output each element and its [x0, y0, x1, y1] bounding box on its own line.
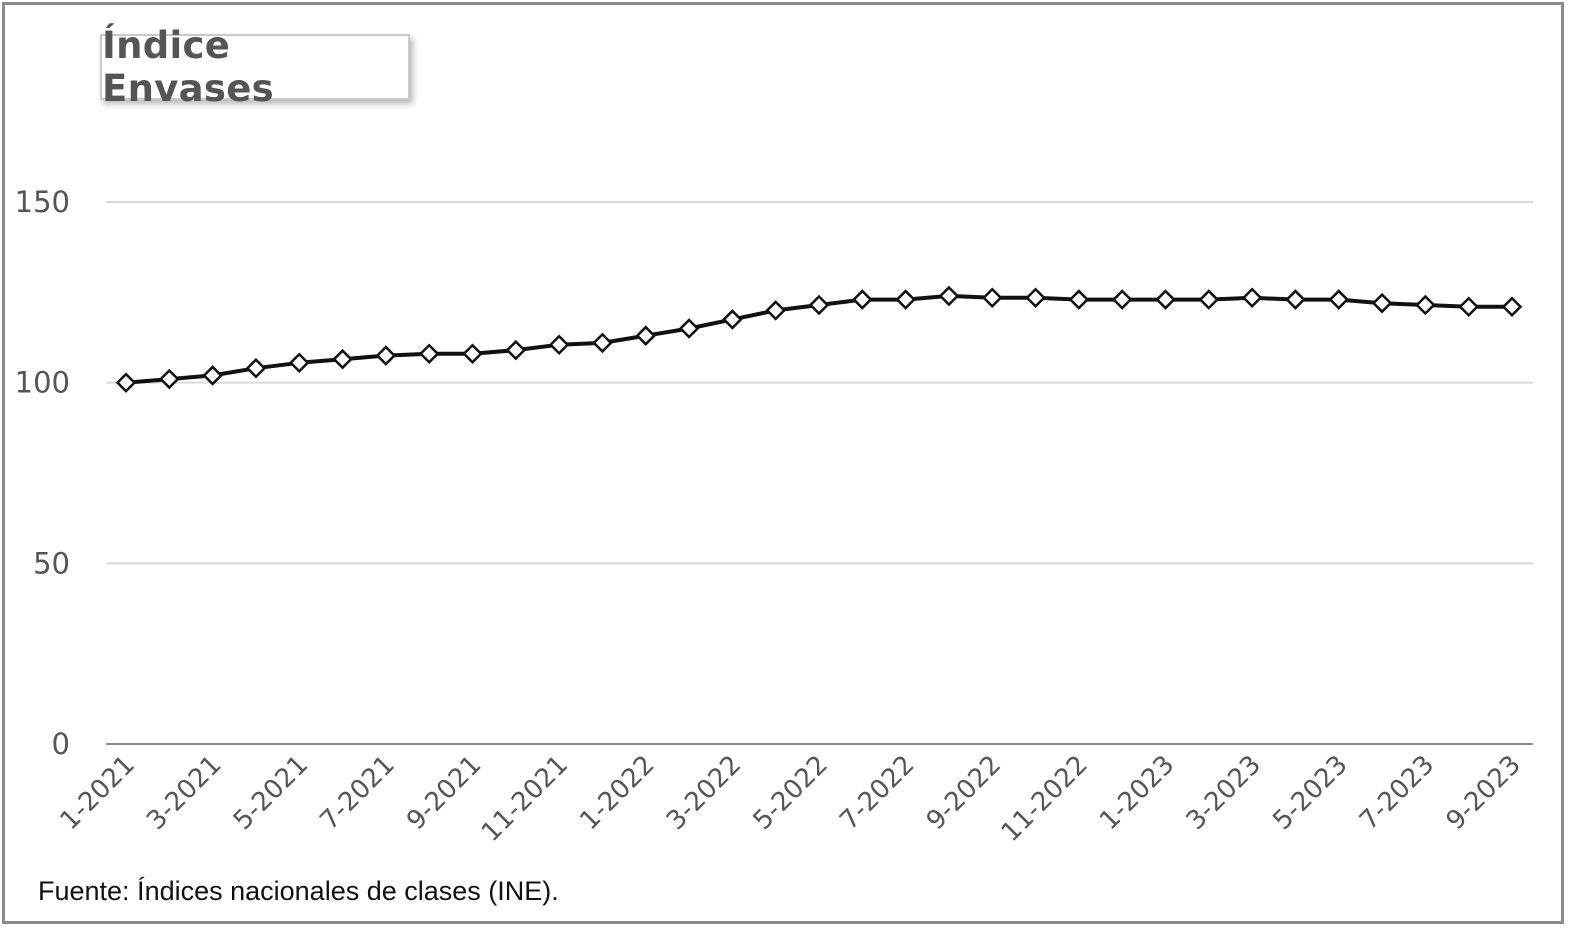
series-layer — [115, 285, 1523, 393]
x-tick-label-7-2021: 7-2021 — [314, 750, 400, 836]
data-point-5-2023 — [1328, 289, 1350, 310]
x-tick-label-1-2023: 1-2023 — [1094, 750, 1180, 836]
data-point-1-2022 — [635, 325, 657, 346]
data-point-4-2021 — [245, 357, 267, 379]
data-point-1-2023 — [1155, 289, 1176, 310]
x-tick-label-11-2021: 11-2021 — [476, 750, 574, 848]
gridlines — [106, 201, 1533, 565]
y-axis: 0 50 100 150 — [15, 185, 70, 761]
data-point-9-2023 — [1501, 296, 1523, 318]
data-point-7-2023 — [1415, 294, 1436, 316]
data-point-8-2023 — [1458, 296, 1479, 318]
x-tick-label-9-2022: 9-2022 — [921, 750, 1007, 836]
data-point-12-2022 — [1111, 289, 1133, 310]
data-point-6-2021 — [332, 348, 353, 370]
x-tick-label-5-2022: 5-2022 — [748, 750, 834, 836]
x-tick-label-7-2023: 7-2023 — [1354, 750, 1440, 836]
y-tick-label-100: 100 — [15, 366, 70, 400]
x-tick-label-11-2022: 11-2022 — [996, 750, 1094, 848]
data-point-3-2022 — [722, 309, 743, 330]
chart-title: Índice Envases — [102, 24, 274, 110]
x-tick-label-3-2021: 3-2021 — [141, 750, 227, 836]
data-point-11-2021 — [548, 334, 570, 355]
data-point-4-2023 — [1285, 289, 1306, 310]
data-point-7-2022 — [895, 289, 916, 310]
data-point-5-2021 — [288, 352, 310, 374]
x-tick-label-3-2023: 3-2023 — [1181, 750, 1267, 836]
x-tick-label-5-2021: 5-2021 — [228, 750, 314, 836]
data-point-10-2021 — [505, 339, 527, 361]
data-point-2-2021 — [159, 368, 180, 390]
data-point-11-2022 — [1068, 289, 1090, 310]
data-point-12-2021 — [592, 332, 613, 354]
data-point-3-2023 — [1241, 287, 1263, 309]
data-point-10-2022 — [1025, 287, 1046, 309]
x-tick-label-3-2022: 3-2022 — [661, 750, 747, 836]
data-point-3-2021 — [202, 365, 223, 386]
data-point-2-2023 — [1198, 289, 1220, 310]
data-point-2-2022 — [678, 318, 700, 339]
x-tick-label-9-2021: 9-2021 — [401, 750, 487, 836]
x-tick-label-5-2023: 5-2023 — [1267, 750, 1353, 836]
x-tick-label-7-2022: 7-2022 — [834, 750, 920, 836]
x-tick-label-1-2022: 1-2022 — [574, 750, 660, 836]
data-point-7-2021 — [375, 345, 397, 366]
x-tick-label-9-2023: 9-2023 — [1441, 750, 1527, 836]
y-tick-label-150: 150 — [15, 185, 70, 219]
data-point-8-2021 — [418, 343, 440, 365]
data-point-4-2022 — [765, 300, 786, 321]
data-point-5-2022 — [808, 294, 830, 316]
chart-title-box: Índice Envases — [100, 24, 410, 110]
data-point-8-2022 — [938, 285, 960, 307]
data-point-6-2022 — [852, 289, 873, 310]
source-note: Fuente: Índices nacionales de clases (IN… — [38, 876, 559, 906]
y-tick-label-50: 50 — [33, 546, 70, 580]
data-point-9-2022 — [981, 287, 1003, 309]
y-tick-label-0: 0 — [52, 727, 70, 761]
data-point-1-2021 — [115, 372, 137, 393]
x-tick-label-1-2021: 1-2021 — [55, 750, 141, 836]
data-point-6-2023 — [1371, 292, 1393, 314]
data-point-9-2021 — [462, 343, 483, 365]
